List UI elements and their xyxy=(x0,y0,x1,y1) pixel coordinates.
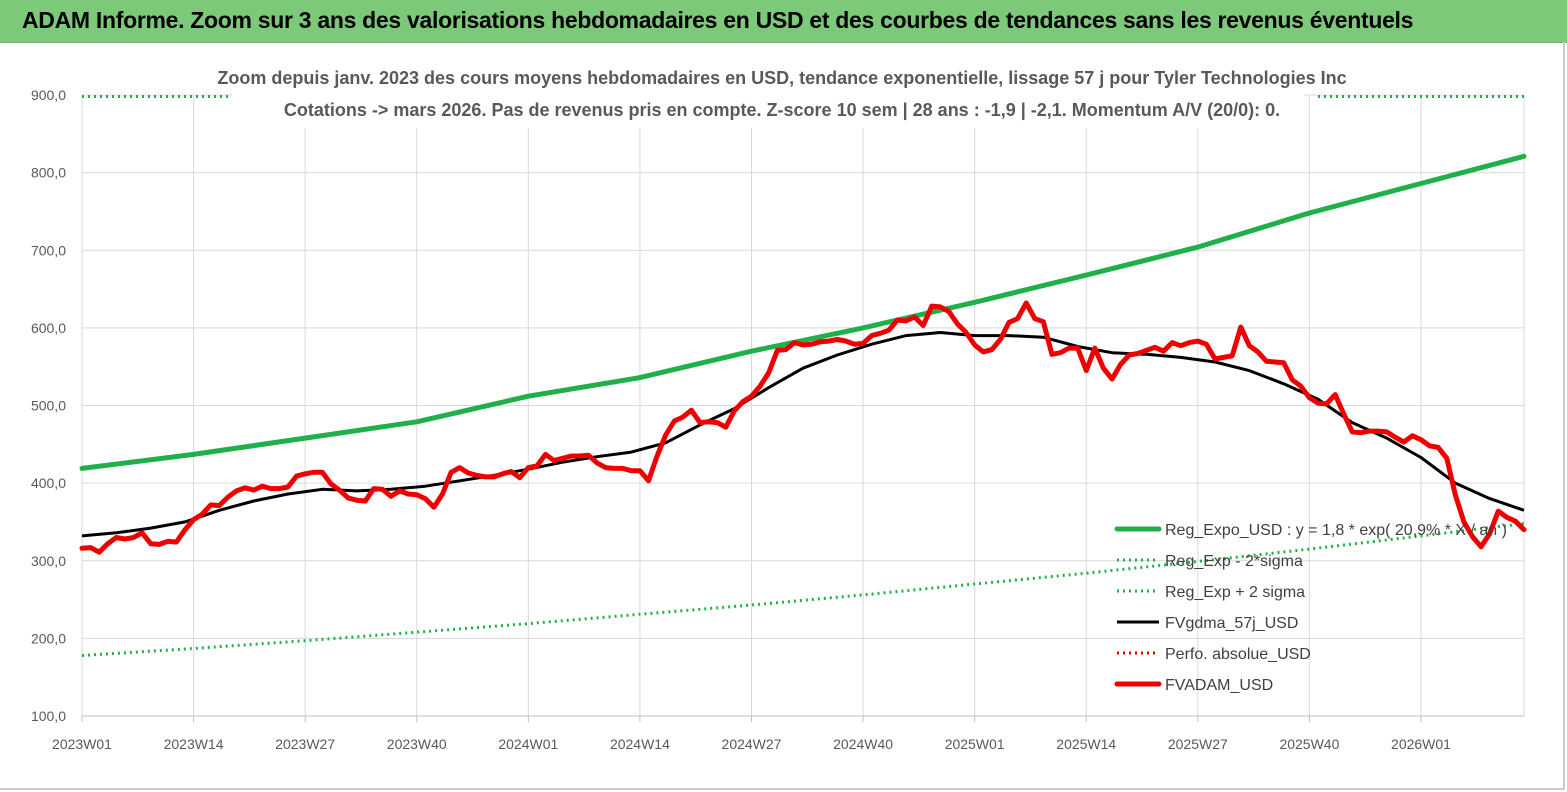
y-tick-label: 900,0 xyxy=(31,87,66,103)
x-tick-label: 2024W01 xyxy=(498,736,558,752)
page-title: ADAM Informe. Zoom sur 3 ans des valoris… xyxy=(22,7,1414,33)
legend-label: FVgdma_57j_USD xyxy=(1165,615,1298,632)
chart-subtitle-line2: Cotations -> mars 2026. Pas de revenus p… xyxy=(284,100,1280,120)
x-tick-label: 2026W01 xyxy=(1391,736,1451,752)
legend-label: FVADAM_USD xyxy=(1165,677,1273,694)
x-tick-label: 2023W40 xyxy=(387,736,447,752)
x-tick-label: 2024W40 xyxy=(833,736,893,752)
x-tick-label: 2025W01 xyxy=(945,736,1005,752)
y-tick-label: 100,0 xyxy=(31,708,66,724)
series-line-fvgdma-57j-usd xyxy=(81,331,1525,538)
legend-label: Reg_Exp + 2 sigma xyxy=(1165,584,1305,601)
x-tick-label: 2024W27 xyxy=(722,736,782,752)
y-tick-label: 800,0 xyxy=(31,165,66,181)
legend-label: Reg_Expo_USD : y = 1,8 * exp( 20,9% * X … xyxy=(1165,522,1507,539)
y-tick-label: 200,0 xyxy=(31,630,66,646)
grid xyxy=(81,94,1525,722)
x-tick-label: 2023W14 xyxy=(164,736,224,752)
x-tick-label: 2025W14 xyxy=(1056,736,1116,752)
x-tick-label: 2025W40 xyxy=(1279,736,1339,752)
header-bar: ADAM Informe. Zoom sur 3 ans des valoris… xyxy=(0,0,1567,43)
subtitle-background xyxy=(232,60,1304,128)
x-axis-ticks: 2023W01 2023W14 2023W27 2023W40 2024W01 2024W… xyxy=(52,736,1451,752)
y-tick-label: 500,0 xyxy=(31,398,66,414)
series-line-reg-expo-usd-y-1-8-exp-20-9-x-an- xyxy=(79,153,1527,471)
y-tick-label: 400,0 xyxy=(31,475,66,491)
legend-label: Reg_Exp - 2*sigma xyxy=(1165,553,1303,570)
y-tick-label: 300,0 xyxy=(31,553,66,569)
y-tick-label: 600,0 xyxy=(31,320,66,336)
x-tick-label: 2024W14 xyxy=(610,736,670,752)
series-line-reg-exp-2-sigma xyxy=(81,522,1525,657)
y-axis-ticks: 100,0 200,0 300,0 400,0 500,0 600,0 700,0 800,0… xyxy=(31,87,66,724)
x-tick-label: 2023W01 xyxy=(52,736,112,752)
series-layer xyxy=(79,95,1527,657)
x-tick-label: 2025W27 xyxy=(1168,736,1228,752)
chart-subtitle-line1: Zoom depuis janv. 2023 des cours moyens … xyxy=(217,68,1346,88)
legend: Reg_Expo_USD : y = 1,8 * exp( 20,9% * X … xyxy=(1114,522,1507,694)
chart-frame xyxy=(0,42,1565,790)
series-line-fvadam-usd xyxy=(79,300,1527,555)
legend-label: Perfo. absolue_USD xyxy=(1165,646,1311,663)
y-tick-label: 700,0 xyxy=(31,242,66,258)
x-tick-label: 2023W27 xyxy=(275,736,335,752)
